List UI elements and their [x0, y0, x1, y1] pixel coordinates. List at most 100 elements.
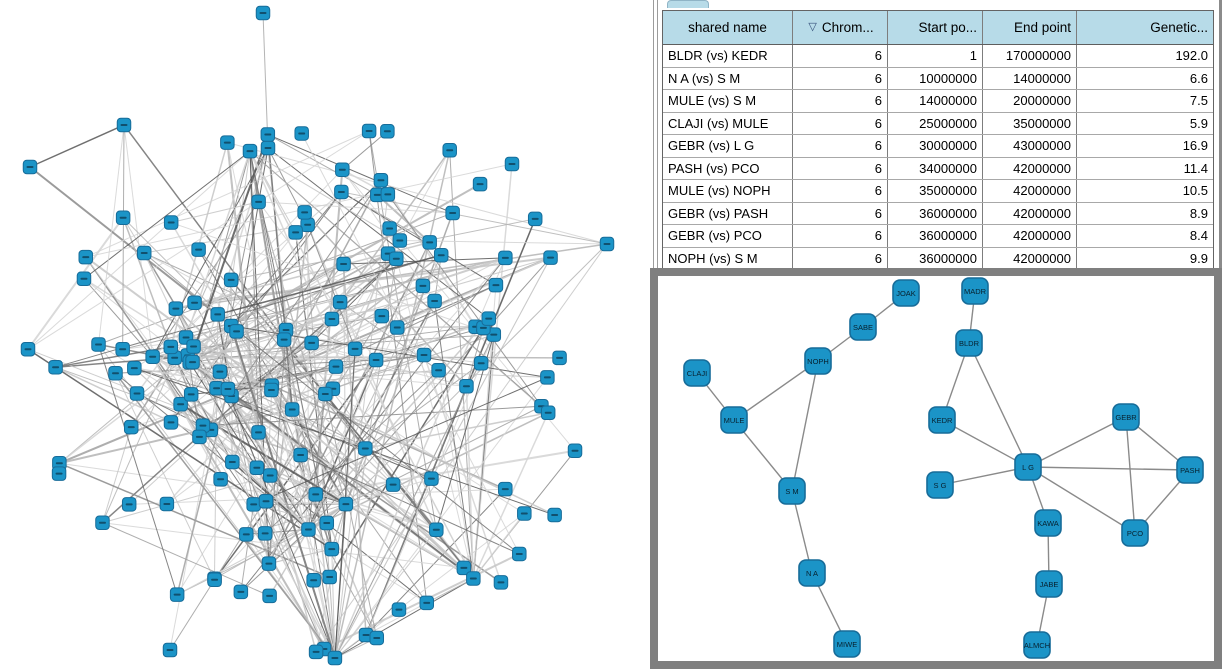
network-node[interactable]	[498, 481, 513, 497]
network-node[interactable]	[308, 644, 324, 660]
network-node[interactable]	[293, 447, 308, 463]
network-edge[interactable]	[267, 147, 490, 320]
network-edge[interactable]	[171, 201, 259, 224]
network-node[interactable]	[95, 515, 110, 530]
network-edge[interactable]	[300, 454, 520, 555]
network-node[interactable]	[369, 630, 385, 646]
network-edge[interactable]	[219, 371, 336, 659]
network-node[interactable]	[547, 507, 562, 523]
network-edge[interactable]	[240, 504, 255, 592]
network-edge[interactable]	[307, 300, 436, 530]
network-node[interactable]	[368, 352, 384, 368]
network-edge[interactable]	[176, 503, 347, 596]
table-row[interactable]: GEBR (vs) PCO 6 36000000 42000000 8.4	[663, 225, 1213, 248]
network-node[interactable]	[261, 556, 277, 571]
network-node[interactable]	[187, 295, 202, 310]
network-node[interactable]	[116, 117, 132, 133]
network-edge[interactable]	[307, 254, 442, 530]
network-node[interactable]	[185, 354, 200, 370]
network-edge[interactable]	[214, 257, 506, 581]
network-node[interactable]	[392, 233, 408, 248]
network-node[interactable]	[108, 366, 123, 381]
network-node[interactable]: MULE	[720, 406, 748, 434]
network-edge[interactable]	[27, 217, 124, 350]
network-edge[interactable]	[334, 578, 474, 659]
network-edge[interactable]	[268, 224, 309, 564]
network-edge[interactable]	[136, 346, 172, 394]
network-node[interactable]	[229, 324, 244, 339]
network-edge[interactable]	[231, 257, 506, 327]
column-header-end-point[interactable]: End point	[983, 11, 1077, 44]
network-edge[interactable]	[1125, 416, 1136, 534]
network-node[interactable]: S M	[778, 477, 806, 505]
network-node[interactable]	[504, 156, 520, 172]
network-edge[interactable]	[331, 549, 336, 659]
network-node[interactable]	[328, 359, 344, 374]
panel-splitter[interactable]	[657, 0, 658, 268]
network-edge[interactable]	[307, 224, 356, 349]
network-node[interactable]	[481, 311, 497, 326]
network-node[interactable]	[294, 126, 309, 141]
network-edge[interactable]	[345, 503, 437, 531]
network-node[interactable]	[20, 341, 36, 357]
network-node[interactable]	[347, 341, 363, 357]
network-edge[interactable]	[171, 222, 494, 336]
network-edge[interactable]	[176, 253, 389, 595]
network-edge[interactable]	[27, 130, 370, 350]
network-node[interactable]	[419, 595, 435, 611]
table-row[interactable]: CLAJI (vs) MULE 6 25000000 35000000 5.9	[663, 112, 1213, 135]
network-edge[interactable]	[465, 386, 475, 579]
network-node[interactable]	[183, 387, 199, 402]
network-node[interactable]	[415, 278, 431, 294]
network-edge[interactable]	[170, 169, 343, 348]
network-node[interactable]	[373, 173, 389, 188]
network-edge[interactable]	[175, 243, 608, 310]
network-edge[interactable]	[249, 150, 549, 414]
network-node[interactable]: NOPH	[804, 347, 832, 375]
network-node[interactable]	[389, 251, 404, 266]
network-edge[interactable]	[230, 179, 382, 327]
network-edge[interactable]	[217, 254, 442, 316]
network-edge[interactable]	[213, 314, 219, 579]
network-edge[interactable]	[227, 388, 309, 530]
network-node[interactable]: KAWA	[1034, 509, 1062, 537]
network-edge[interactable]	[434, 300, 474, 579]
network-edge[interactable]	[332, 354, 425, 390]
network-node[interactable]	[567, 443, 583, 459]
network-node[interactable]	[416, 347, 432, 363]
network-node[interactable]	[213, 471, 228, 487]
network-edge[interactable]	[434, 255, 442, 302]
network-edge[interactable]	[264, 369, 439, 534]
network-edge[interactable]	[102, 426, 132, 523]
panel-splitter[interactable]	[653, 0, 654, 268]
network-node[interactable]	[335, 162, 350, 177]
network-node[interactable]	[427, 293, 442, 309]
table-row[interactable]: NOPH (vs) S M 6 36000000 42000000 9.9	[663, 247, 1213, 269]
network-node[interactable]: PCO	[1121, 519, 1149, 547]
table-row[interactable]: GEBR (vs) L G 6 30000000 43000000 16.9	[663, 135, 1213, 158]
network-edge[interactable]	[307, 393, 326, 530]
network-edge[interactable]	[304, 211, 467, 387]
network-node[interactable]	[338, 496, 354, 512]
network-edge[interactable]	[791, 360, 819, 492]
network-node[interactable]	[262, 588, 277, 604]
network-node[interactable]	[255, 5, 271, 21]
network-node[interactable]	[517, 506, 532, 521]
network-edge[interactable]	[249, 150, 394, 485]
network-edge[interactable]	[1027, 466, 1136, 534]
network-node[interactable]	[212, 364, 228, 379]
column-header-genetic-distance[interactable]: Genetic...	[1077, 11, 1213, 44]
network-node[interactable]	[498, 250, 513, 266]
network-node[interactable]	[361, 123, 377, 139]
network-edge[interactable]	[152, 356, 222, 480]
table-row[interactable]: PASH (vs) PCO 6 34000000 42000000 11.4	[663, 157, 1213, 180]
network-node[interactable]	[121, 497, 137, 512]
network-node[interactable]	[540, 370, 555, 385]
network-edge[interactable]	[331, 504, 347, 550]
network-edge[interactable]	[426, 578, 474, 604]
network-node[interactable]	[173, 396, 188, 412]
network-node[interactable]: CLAJI	[683, 359, 711, 387]
table-row[interactable]: MULE (vs) S M 6 14000000 20000000 7.5	[663, 90, 1213, 113]
network-edge[interactable]	[343, 257, 506, 265]
network-edge[interactable]	[190, 393, 310, 530]
